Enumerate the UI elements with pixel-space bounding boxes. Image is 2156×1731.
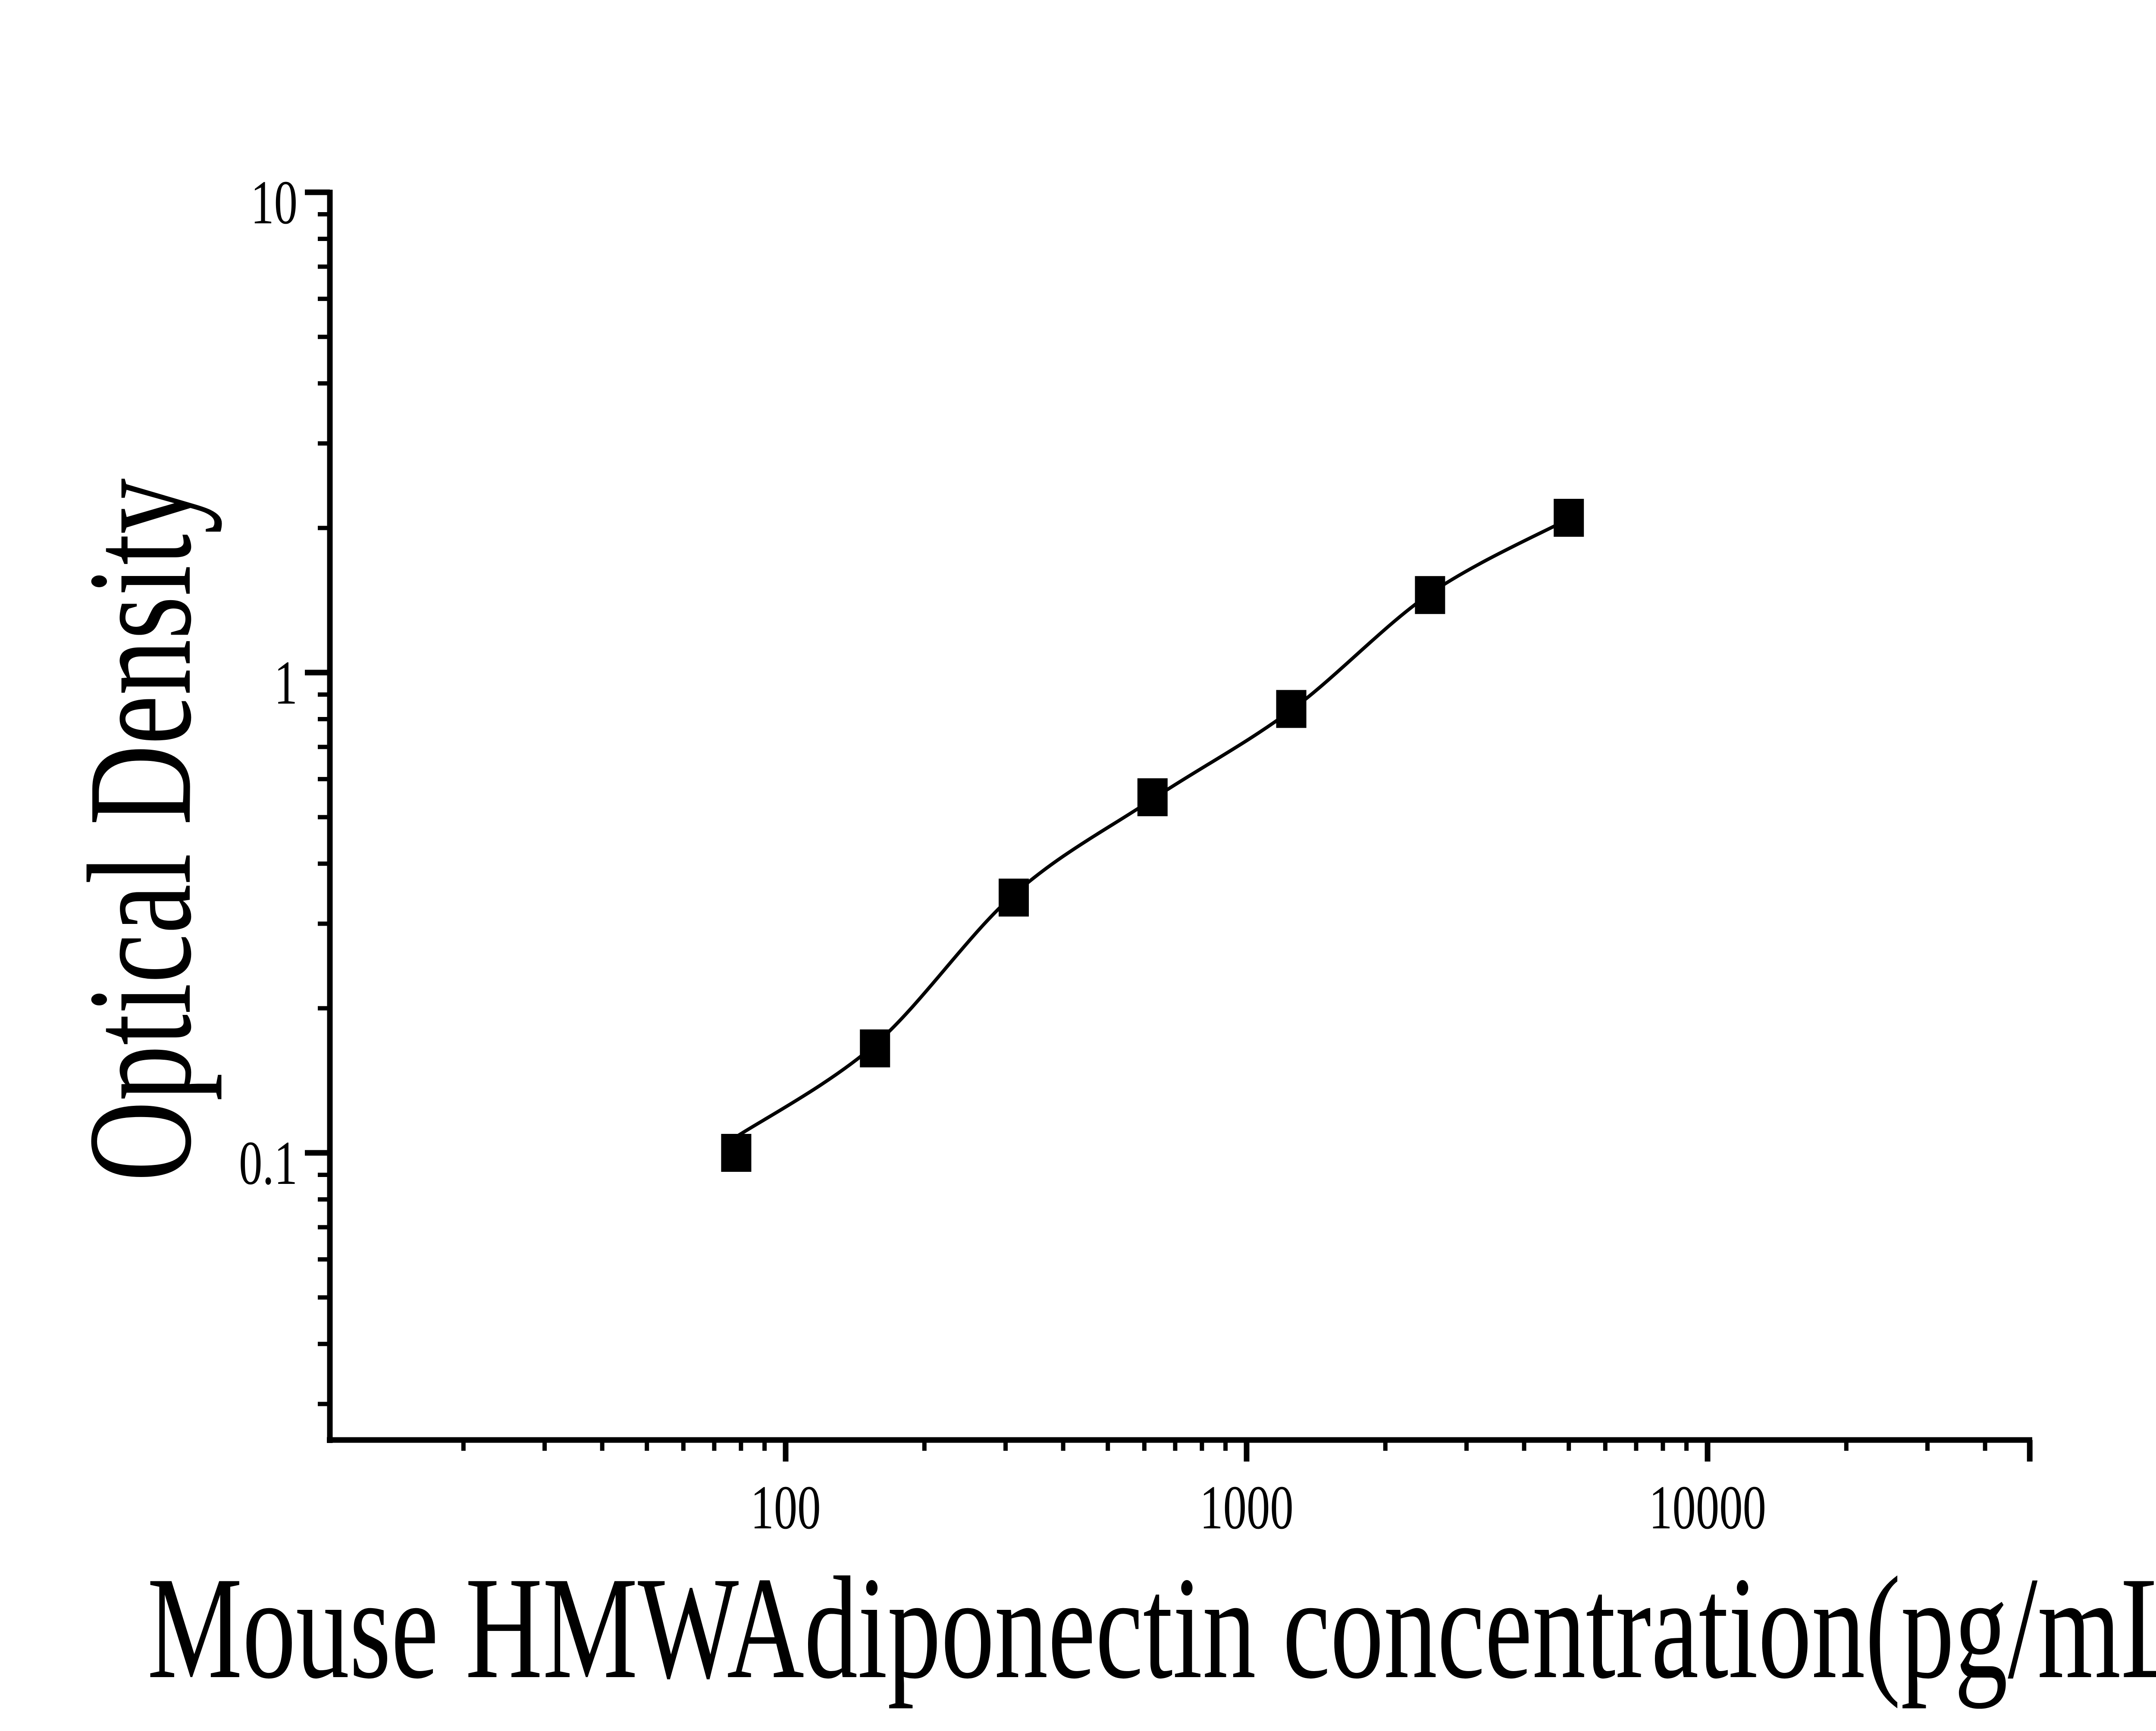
x-tick-label-10000: 10000 bbox=[1649, 1473, 1766, 1542]
y-axis-ticks bbox=[305, 189, 330, 1406]
y-axis-title: Optical Density bbox=[57, 478, 222, 1181]
y-tick-label-1: 1 bbox=[274, 648, 298, 717]
data-point-marker bbox=[860, 1029, 890, 1067]
y-tick-label-10: 10 bbox=[251, 168, 298, 237]
data-point-marker bbox=[1554, 499, 1584, 537]
data-point-marker bbox=[999, 878, 1029, 917]
data-point-marker bbox=[721, 1134, 752, 1172]
x-axis-ticks bbox=[461, 1440, 2033, 1462]
data-point-marker bbox=[1137, 778, 1168, 817]
y-axis-tick-labels: 10 1 0.1 bbox=[239, 168, 298, 1198]
x-tick-label-100: 100 bbox=[750, 1473, 821, 1542]
data-points bbox=[721, 499, 1584, 1172]
plot-area bbox=[305, 189, 2033, 1462]
data-point-marker bbox=[1415, 576, 1445, 614]
x-axis-tick-labels: 100 1000 10000 bbox=[750, 1473, 1766, 1542]
data-point-marker bbox=[1276, 690, 1307, 728]
y-tick-label-0_1: 0.1 bbox=[239, 1128, 298, 1198]
x-axis-title: Mouse HMWAdiponectin concentration(pg/mL… bbox=[147, 1547, 2156, 1709]
x-tick-label-1000: 1000 bbox=[1200, 1473, 1293, 1542]
